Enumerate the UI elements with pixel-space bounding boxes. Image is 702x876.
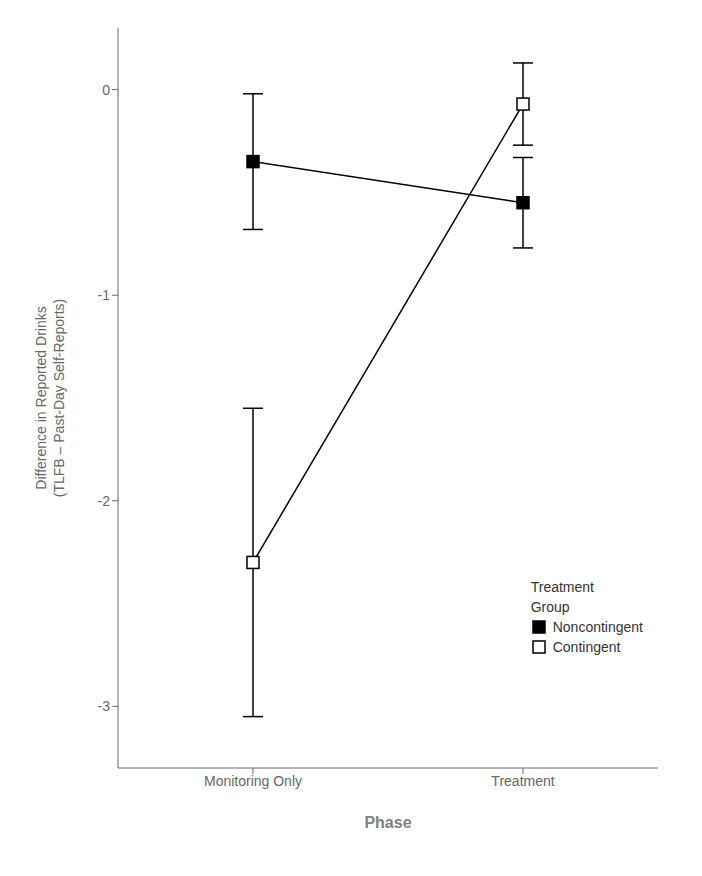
html-text:Contingent: Contingent xyxy=(552,639,621,655)
svg-text:Difference in Reported Drinks(: Difference in Reported Drinks(TLFB – Pas… xyxy=(33,299,67,497)
html-text:Group: Group xyxy=(530,599,570,615)
svg-text:0: 0 xyxy=(102,82,110,98)
html-text:Treatment: Treatment xyxy=(530,579,594,595)
svg-text:Monitoring Only: Monitoring Only xyxy=(204,773,302,789)
html-text:Noncontingent: Noncontingent xyxy=(552,619,643,635)
svg-text:Phase: Phase xyxy=(364,814,411,831)
svg-text:-1: -1 xyxy=(98,287,111,303)
svg-text:Treatment: Treatment xyxy=(491,773,554,789)
svg-text:-3: -3 xyxy=(98,698,111,714)
svg-text:-2: -2 xyxy=(98,493,111,509)
